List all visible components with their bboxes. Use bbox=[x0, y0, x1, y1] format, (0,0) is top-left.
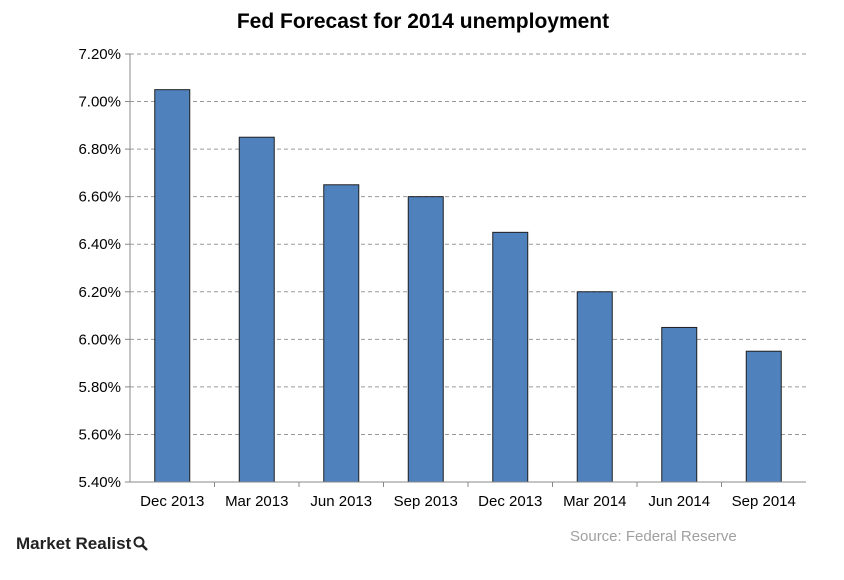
magnifier-icon bbox=[133, 536, 149, 551]
chart-title: Fed Forecast for 2014 unemployment bbox=[237, 10, 609, 33]
y-tick-label: 6.80% bbox=[78, 141, 121, 158]
y-tick-label: 7.00% bbox=[78, 94, 121, 111]
x-tick-label: Sep 2014 bbox=[732, 493, 796, 510]
x-tick-label: Jun 2013 bbox=[310, 493, 372, 510]
y-tick-label: 5.40% bbox=[78, 474, 121, 491]
y-tick-label: 6.40% bbox=[78, 236, 121, 253]
bar bbox=[576, 291, 613, 483]
grid-lines bbox=[130, 53, 806, 435]
y-tick-label: 5.60% bbox=[78, 426, 121, 443]
y-tick-label: 7.20% bbox=[78, 46, 121, 63]
bar bbox=[323, 184, 360, 483]
x-tick-label: Mar 2014 bbox=[563, 493, 626, 510]
y-tick-label: 6.60% bbox=[78, 189, 121, 206]
x-tick-label: Mar 2013 bbox=[225, 493, 288, 510]
brand-name: Market Realist bbox=[16, 534, 132, 553]
x-tick-label: Dec 2013 bbox=[478, 493, 542, 510]
bar bbox=[238, 136, 275, 483]
market-realist-logo: Market Realist bbox=[16, 534, 149, 554]
y-axis-ticks: 5.40% 5.60% 5.80% 6.00% 6.20% 6.40% 6.60% 6.80%… bbox=[78, 46, 130, 491]
x-tick-label: Dec 2013 bbox=[140, 493, 204, 510]
x-axis-ticks: Dec 2013 Mar 2013 Jun 2013 Sep 2013 Dec 2013… bbox=[140, 482, 796, 510]
bar bbox=[661, 326, 698, 483]
y-tick-label: 6.00% bbox=[78, 331, 121, 348]
bar bbox=[745, 350, 782, 483]
source-note: Source: Federal Reserve bbox=[570, 528, 737, 545]
y-tick-label: 5.80% bbox=[78, 379, 121, 396]
y-tick-label: 6.20% bbox=[78, 284, 121, 301]
bar bbox=[407, 196, 444, 483]
bar bbox=[154, 89, 191, 483]
bar bbox=[492, 231, 529, 483]
x-tick-label: Jun 2014 bbox=[648, 493, 710, 510]
x-tick-label: Sep 2013 bbox=[394, 493, 458, 510]
bars bbox=[154, 89, 782, 483]
